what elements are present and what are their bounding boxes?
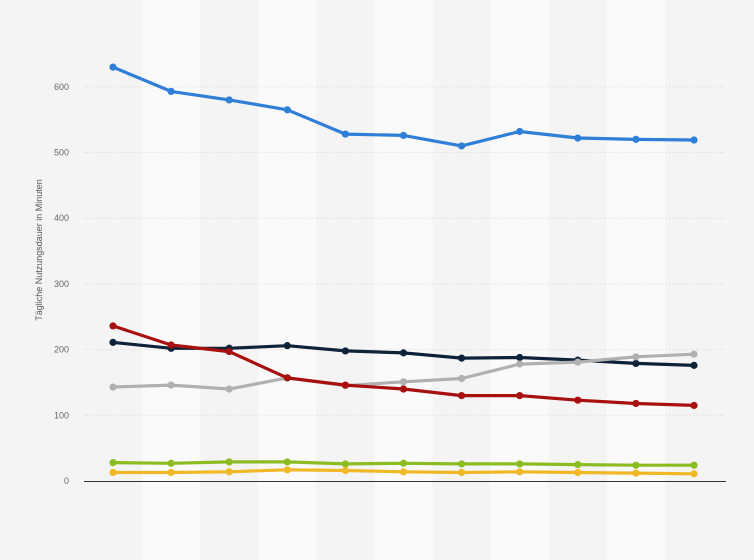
background-bands: [142, 0, 665, 560]
series-4-point-6: [458, 460, 466, 468]
series-5-point-2: [225, 468, 233, 476]
series-1-point-6: [458, 354, 466, 362]
series-5-point-5: [399, 468, 408, 476]
series-3-point-3: [283, 374, 291, 382]
series-4-point-8: [574, 460, 582, 469]
y-tick-label-300: 300: [54, 279, 69, 289]
series-5: [109, 466, 698, 478]
series-4: [109, 458, 698, 469]
series-3-point-6: [458, 391, 466, 400]
series-1-point-7: [516, 353, 524, 362]
series-1-point-4: [341, 347, 349, 355]
y-axis-ticks: 0 100 200 300 400 500 600: [54, 82, 69, 486]
series-3: [109, 322, 698, 410]
band-3: [258, 0, 317, 560]
y-tick-label-0: 0: [64, 476, 69, 486]
y-tick-label-100: 100: [54, 410, 69, 420]
series-5-point-7: [516, 468, 524, 476]
series-4-point-4: [341, 460, 349, 468]
series-4-point-2: [225, 458, 233, 466]
series-5-point-0: [109, 468, 117, 477]
series-4-point-10: [690, 461, 698, 469]
series-1-point-5: [399, 349, 408, 357]
series-1-point-0: [109, 338, 117, 346]
series-3-point-5: [399, 385, 408, 393]
series-4-point-0: [109, 459, 117, 467]
series-4-point-3: [283, 458, 291, 466]
series-3-point-1: [167, 341, 175, 349]
series-group: [109, 63, 698, 478]
series-0-point-6: [458, 142, 466, 150]
series-0-point-3: [283, 106, 291, 114]
y-tick-label-200: 200: [54, 345, 69, 355]
series-3-point-2: [225, 347, 233, 356]
series-2-point-7: [516, 360, 524, 368]
series-0-point-2: [225, 96, 233, 104]
series-2-point-10: [690, 350, 698, 358]
series-1-point-9: [632, 359, 640, 367]
series-3-point-9: [632, 399, 640, 408]
band-5: [374, 0, 433, 560]
series-5-point-10: [690, 470, 698, 478]
series-0-point-5: [399, 131, 408, 140]
series-2-point-1: [167, 381, 175, 389]
y-tick-label-400: 400: [54, 213, 69, 223]
series-0-point-0: [109, 63, 117, 71]
series-5-point-9: [632, 469, 640, 477]
series-0-point-8: [574, 134, 582, 142]
series-4-point-1: [167, 459, 175, 467]
series-5-point-3: [283, 466, 291, 474]
series-5-point-8: [574, 468, 582, 477]
series-4-point-7: [516, 460, 524, 468]
series-3-point-0: [109, 322, 117, 330]
y-tick-label-500: 500: [54, 148, 69, 158]
series-2-point-9: [632, 353, 640, 361]
series-2-point-2: [225, 385, 233, 393]
series-2-point-6: [458, 374, 466, 383]
series-1-point-3: [283, 342, 291, 350]
series-0-point-1: [167, 87, 175, 95]
series-1-point-10: [690, 361, 698, 369]
series-0-point-9: [632, 135, 640, 143]
series-3-point-10: [690, 401, 698, 410]
series-0-point-7: [516, 127, 524, 136]
series-4-point-5: [399, 459, 408, 467]
series-0-point-4: [341, 130, 349, 138]
band-7: [490, 0, 549, 560]
series-5-point-1: [167, 468, 175, 477]
series-3-point-4: [341, 381, 349, 389]
series-0-point-10: [690, 136, 698, 144]
series-4-point-9: [632, 461, 640, 469]
series-0: [109, 63, 698, 150]
series-2-point-8: [574, 358, 582, 366]
gridlines: [84, 86, 726, 416]
y-tick-label-600: 600: [54, 82, 69, 92]
series-5-point-6: [458, 468, 466, 477]
series-5-point-4: [341, 466, 349, 475]
series-2-point-5: [399, 378, 408, 386]
series-2-point-0: [109, 383, 117, 391]
series-3-point-8: [574, 396, 582, 404]
series-3-point-7: [516, 391, 524, 400]
y-axis-title: Tägliche Nutzungsdauer in Minuten: [34, 179, 44, 321]
